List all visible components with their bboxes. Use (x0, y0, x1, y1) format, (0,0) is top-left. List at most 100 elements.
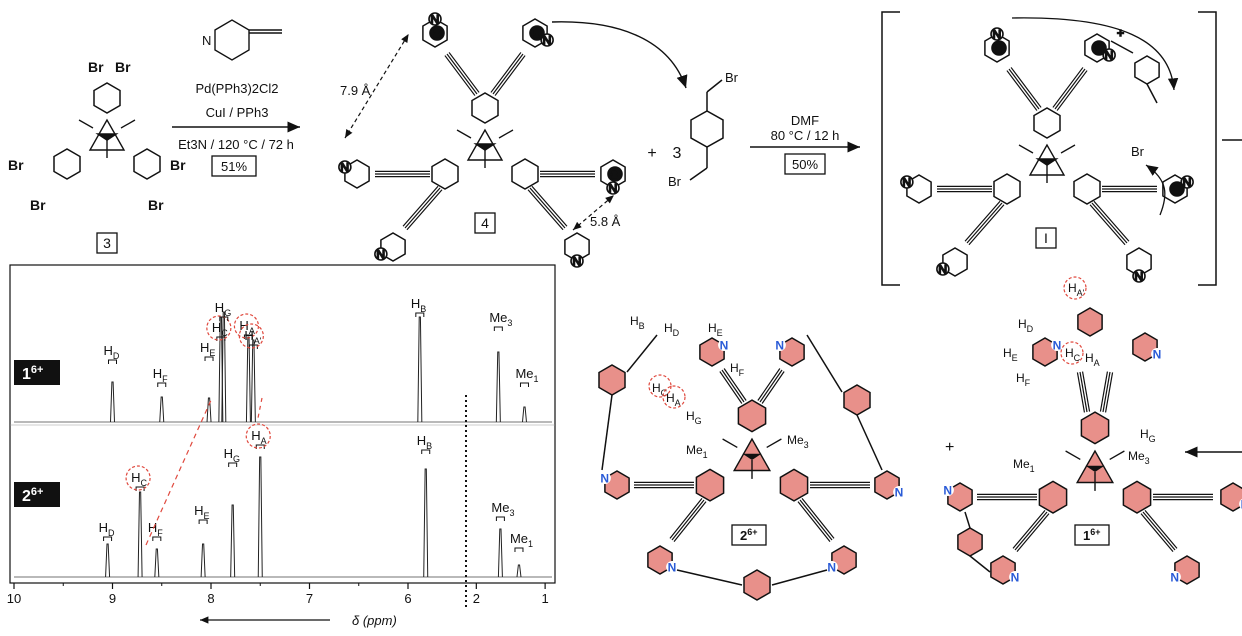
nmr-peak (154, 548, 160, 578)
peak-bracket (152, 536, 162, 541)
peak-label: HA (251, 428, 266, 446)
nmr-peak (221, 311, 227, 423)
nitrogen-bg (936, 262, 950, 276)
atom-label: HG (686, 409, 702, 426)
peak-label: HA (239, 318, 254, 336)
alkyne-bond (673, 501, 707, 542)
peak-bracket (514, 547, 524, 552)
alkyne-bond (1054, 68, 1086, 110)
bond (856, 414, 883, 471)
nitrogen-bg (666, 561, 679, 573)
nitrogen-bg (1051, 339, 1064, 351)
benzene-ring (1073, 173, 1101, 205)
pyridine-ring (984, 33, 1010, 63)
highlight-circle (233, 313, 260, 339)
reagent-pd: Pd(PPh3)2Cl2 (195, 81, 278, 96)
highlight-circle (648, 374, 672, 398)
pyridine-ring (831, 545, 857, 575)
peak-label: HB (411, 296, 426, 314)
benzene-ring (993, 173, 1021, 205)
atom-label: HA (1085, 351, 1100, 368)
peak-label: HC (131, 470, 147, 488)
nmr-peak (423, 468, 429, 578)
peak-label: Me1 (515, 366, 538, 384)
distance-arrow-2 (572, 195, 614, 231)
peak-label: Me3 (489, 310, 512, 328)
compound-4-label: 4 (481, 215, 489, 231)
n-label: N (202, 33, 211, 48)
alkyne-bond (968, 204, 1005, 246)
spectrum-bottom-labels: HD HC HF HE HG HA HB Me3 Me1 (99, 423, 533, 552)
methyl-bond (766, 438, 782, 448)
coefficient-3: 3 (673, 145, 682, 162)
atom-label: HD (664, 321, 680, 338)
alkyne-bond (1056, 70, 1088, 111)
axis-tick-label: 10 (7, 591, 21, 606)
methyl-bond (722, 438, 738, 448)
highlight-circle (238, 323, 264, 349)
alkyne-bond (723, 368, 747, 401)
nitrogen-bg (1151, 348, 1164, 360)
highlight-circle (1060, 341, 1084, 365)
nitrogen-label: N (827, 561, 836, 575)
pyridine-ring (942, 247, 968, 277)
benzene-ring (1080, 411, 1110, 445)
bond (1110, 40, 1134, 54)
nmr-peak (245, 336, 251, 423)
peak-label: HF (153, 366, 168, 384)
bond (601, 394, 613, 471)
peak-bracket (493, 326, 503, 331)
peak-bracket (108, 359, 117, 364)
benzene-ring (471, 92, 499, 124)
spectrum-bottom-label: 26+ (22, 486, 43, 505)
pyridine-ring (522, 18, 548, 48)
benzene-ring (511, 158, 539, 190)
bond (1146, 83, 1158, 104)
nitrogen-bg (338, 160, 352, 174)
nitrogen-label: N (1053, 339, 1062, 353)
atom-label: HC (1065, 346, 1081, 363)
peak-bracket (519, 382, 529, 387)
nitrogen-label: N (1241, 498, 1242, 512)
atom-label: Me1 (686, 443, 708, 460)
alkyne-bond (1076, 372, 1086, 413)
nitrogen-label: N (431, 13, 440, 27)
pyridine-number-badge (607, 166, 623, 182)
nitrogen-label: N (376, 248, 385, 262)
nitrogen-bg (941, 484, 954, 496)
peak-bracket (228, 462, 238, 467)
pyridine-number-badge (1169, 181, 1185, 197)
bond (626, 334, 658, 373)
pyridine-ring (380, 232, 406, 262)
br-label: Br (170, 157, 186, 173)
nitrogen-label: N (609, 182, 618, 196)
nitrogen-label: N (1105, 49, 1114, 63)
bond (969, 555, 991, 573)
nitrogen-label: N (600, 472, 609, 486)
pyridine-number: 2 (996, 44, 1002, 55)
peak-label: HD (104, 343, 120, 361)
nitrogen-bg (718, 339, 731, 351)
atom-label: Me3 (1128, 449, 1150, 466)
nitrogen-label: N (668, 561, 677, 575)
alkyne-bond (406, 189, 443, 231)
alkyne-bond (1052, 67, 1084, 108)
benzene-ring (1122, 480, 1152, 514)
bond (964, 511, 971, 529)
nitrogen-label: N (1135, 270, 1144, 284)
alkyne-bond (446, 53, 478, 95)
br-label: Br (88, 59, 104, 75)
nitrogen-label: N (1153, 348, 1162, 362)
alkyne-bond (761, 371, 785, 404)
alkyne-bond (801, 498, 835, 539)
br-label: Br (115, 59, 131, 75)
alkyne-bond (1010, 67, 1042, 108)
conditions-2: 80 °C / 12 h (771, 128, 840, 143)
alkyne-bond (1140, 513, 1174, 553)
alkyne-bond (964, 200, 1001, 242)
nitrogen-label: N (340, 161, 349, 175)
